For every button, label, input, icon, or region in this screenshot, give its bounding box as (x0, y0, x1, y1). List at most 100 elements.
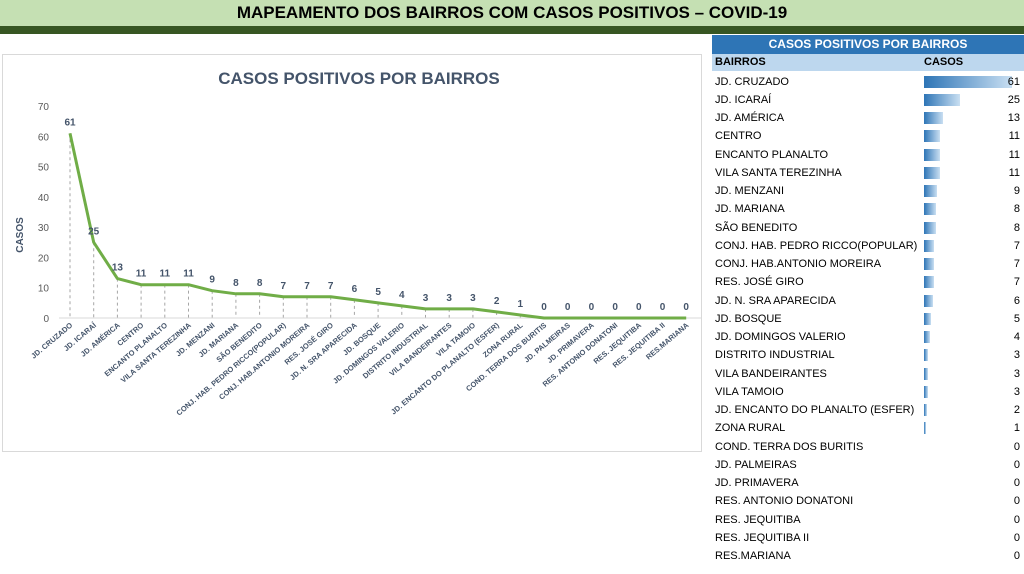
case-count: 1 (1013, 422, 1020, 435)
neighborhood-name: RES. JEQUITIBA (715, 513, 801, 526)
data-bar (924, 75, 1012, 88)
neighborhood-name: JD. ENCANTO DO PLANALTO (ESFER) (715, 404, 915, 416)
table-row: VILA SANTA TEREZINHA 11 (712, 164, 1024, 182)
data-bar (924, 422, 926, 435)
case-count: 61 (1007, 75, 1020, 88)
case-count: 11 (1008, 130, 1020, 143)
neighborhood-name: CENTRO (715, 130, 762, 143)
data-bar (924, 130, 940, 143)
case-count: 2 (1013, 404, 1020, 416)
line-chart-panel: CASOS POSITIVOS POR BAIRROS CASOS 0 10 20 3… (2, 54, 702, 452)
table-title: CASOS POSITIVOS POR BAIRROS (712, 35, 1024, 54)
data-bar (924, 185, 937, 197)
case-count: 0 (1013, 440, 1020, 453)
case-count: 7 (1013, 276, 1020, 289)
table-row: JD. PALMEIRAS 0 (712, 456, 1024, 474)
table-row: JD. BOSQUE 5 (712, 310, 1024, 328)
case-count: 0 (1013, 550, 1020, 562)
table-row: RES. JEQUITIBA II 0 (712, 529, 1024, 547)
data-label: 3 (446, 293, 452, 304)
data-bar (924, 276, 935, 289)
case-count: 0 (1013, 458, 1020, 471)
neighborhood-name: JD. MENZANI (715, 185, 785, 197)
table-row: JD. ICARAÍ 25 (712, 91, 1024, 109)
data-bar (924, 112, 943, 124)
y-tick-label: 50 (38, 163, 50, 174)
neighborhood-name: JD. AMÉRICA (715, 112, 785, 124)
data-label: 25 (88, 226, 100, 237)
neighborhood-name: CONJ. HAB.ANTONIO MOREIRA (715, 258, 882, 270)
case-count: 4 (1013, 331, 1020, 343)
data-bar (924, 166, 940, 179)
case-count: 3 (1013, 367, 1020, 380)
data-bar (924, 349, 929, 362)
cases-table: CASOS POSITIVOS POR BAIRROS BAIRROS CASO… (712, 35, 1024, 574)
data-label: 11 (183, 269, 194, 280)
case-count: 8 (1013, 221, 1020, 234)
table-row: RES. ANTONIO DONATONI 0 (712, 492, 1024, 510)
banner-divider (0, 26, 1024, 34)
table-row: JD. MARIANA 8 (712, 200, 1024, 218)
data-label: 7 (281, 281, 287, 292)
column-header-bairros: BAIRROS (715, 56, 766, 68)
data-label: 61 (64, 117, 76, 128)
case-count: 7 (1013, 258, 1020, 270)
table-row: JD. CRUZADO 61 (712, 73, 1024, 91)
data-label: 8 (257, 278, 263, 289)
neighborhood-name: RES. ANTONIO DONATONI (715, 495, 854, 508)
table-row: ZONA RURAL 1 (712, 419, 1024, 437)
data-label: 1 (518, 299, 524, 310)
case-count: 0 (1013, 531, 1020, 544)
y-axis-ticks: 0 10 20 30 40 50 60 70 (38, 102, 50, 325)
neighborhood-name: JD. PALMEIRAS (715, 458, 797, 471)
y-tick-label: 0 (43, 314, 49, 325)
neighborhood-name: ZONA RURAL (715, 422, 786, 435)
page-banner-title: MAPEAMENTO DOS BAIRROS COM CASOS POSITIV… (0, 0, 1024, 26)
table-row: SÃO BENEDITO 8 (712, 219, 1024, 237)
table-row: RES. JEQUITIBA 0 (712, 511, 1024, 529)
neighborhood-name: JD. MARIANA (715, 203, 785, 216)
data-label: 0 (683, 302, 689, 313)
data-label: 7 (328, 281, 334, 292)
data-bar (924, 148, 940, 161)
neighborhood-name: CONJ. HAB. PEDRO RICCO(POPULAR) (715, 239, 918, 252)
drop-lines (69, 133, 521, 318)
case-count: 11 (1008, 148, 1020, 161)
x-tick-label: RES.MARIANA (644, 320, 691, 361)
data-label: 11 (160, 269, 171, 280)
data-bar (924, 312, 932, 325)
data-label: 0 (541, 302, 547, 313)
table-row: ENCANTO PLANALTO 11 (712, 146, 1024, 164)
neighborhood-name: SÃO BENEDITO (715, 221, 798, 234)
y-tick-label: 70 (38, 102, 50, 113)
table-row: JD. DOMINGOS VALERIO 4 (712, 328, 1024, 346)
table-row: JD. ENCANTO DO PLANALTO (ESFER) 2 (712, 401, 1024, 419)
chart-title: CASOS POSITIVOS POR BAIRROS (218, 69, 500, 88)
data-label: 2 (494, 296, 500, 307)
table-row: VILA BANDEIRANTES 3 (712, 365, 1024, 383)
case-count: 3 (1013, 349, 1020, 362)
table-row: RES.MARIANA 0 (712, 547, 1024, 565)
neighborhood-name: JD. DOMINGOS VALERIO (715, 331, 846, 343)
case-count: 0 (1013, 495, 1020, 508)
case-count: 9 (1013, 185, 1020, 197)
data-label: 0 (565, 302, 571, 313)
neighborhood-name: JD. ICARAÍ (715, 93, 772, 106)
case-count: 0 (1013, 513, 1020, 526)
case-count: 7 (1013, 239, 1020, 252)
data-label: 0 (660, 302, 666, 313)
data-label: 11 (136, 269, 147, 280)
column-header-casos: CASOS (924, 56, 964, 68)
table-row: CENTRO 11 (712, 127, 1024, 145)
data-bar (924, 367, 929, 380)
series-line (68, 132, 687, 320)
y-tick-label: 60 (38, 132, 50, 143)
case-count: 5 (1013, 312, 1020, 325)
data-label: 13 (112, 263, 124, 274)
table-header: BAIRROS CASOS (712, 54, 1024, 71)
table-row: VILA TAMOIO 3 (712, 383, 1024, 401)
y-tick-label: 10 (38, 284, 50, 295)
neighborhood-name: JD. BOSQUE (715, 312, 782, 325)
neighborhood-name: JD. CRUZADO (715, 75, 789, 88)
